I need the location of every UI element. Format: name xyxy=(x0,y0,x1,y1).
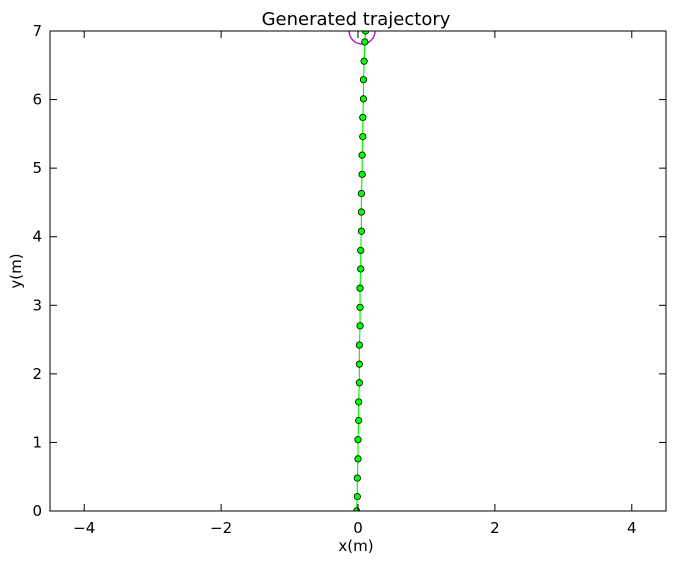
x-axis-label: x(m) xyxy=(338,537,373,555)
trajectory-point xyxy=(359,113,367,122)
y-tick-label: 1 xyxy=(32,433,42,451)
trajectory-point xyxy=(353,492,361,501)
x-tick-label: 2 xyxy=(490,519,500,537)
trajectory-point xyxy=(361,38,369,46)
x-tick-label: 4 xyxy=(627,519,637,537)
chart-title: Generated trajectory xyxy=(262,9,451,30)
y-tick-label: 4 xyxy=(32,228,42,246)
y-tick-label: 6 xyxy=(32,91,42,109)
trajectory-point xyxy=(357,265,365,273)
trajectory-point xyxy=(354,436,362,444)
trajectory-point xyxy=(355,416,363,425)
series-layer xyxy=(348,31,376,511)
trajectory-point xyxy=(357,246,365,255)
y-axis-label: y(m) xyxy=(7,253,25,288)
y-tick-label: 2 xyxy=(32,365,42,383)
x-tick-label: −2 xyxy=(210,519,232,537)
trajectory-point xyxy=(357,208,366,216)
trajectory-point xyxy=(358,170,366,178)
trajectory-point xyxy=(355,341,363,349)
trajectory-point xyxy=(359,95,368,103)
trajectory-point xyxy=(357,189,366,198)
trajectory-point xyxy=(357,227,366,235)
trajectory-point xyxy=(359,133,367,141)
x-tick-label: 0 xyxy=(353,519,363,537)
y-tick-label: 3 xyxy=(32,296,42,314)
trajectory-point xyxy=(356,284,364,292)
trajectory-point xyxy=(356,303,364,311)
trajectory-point xyxy=(355,398,363,406)
trajectory-point xyxy=(354,455,362,463)
trajectory-point xyxy=(358,151,366,159)
y-tick-label: 7 xyxy=(32,22,42,40)
trajectory-point xyxy=(355,360,363,368)
trajectory-point xyxy=(360,57,368,65)
trajectory-point xyxy=(356,322,364,330)
tick-layer: −4 −2 0 2 4 0 1 2 3 4 5 6 7 xyxy=(32,22,666,537)
y-tick-label: 5 xyxy=(32,159,42,177)
trajectory-point xyxy=(353,474,361,482)
trajectory-point xyxy=(359,76,368,84)
y-tick-label: 0 xyxy=(32,502,42,520)
trajectory-point xyxy=(355,379,363,387)
trajectory-point xyxy=(361,31,370,35)
x-tick-label: −4 xyxy=(73,519,95,537)
